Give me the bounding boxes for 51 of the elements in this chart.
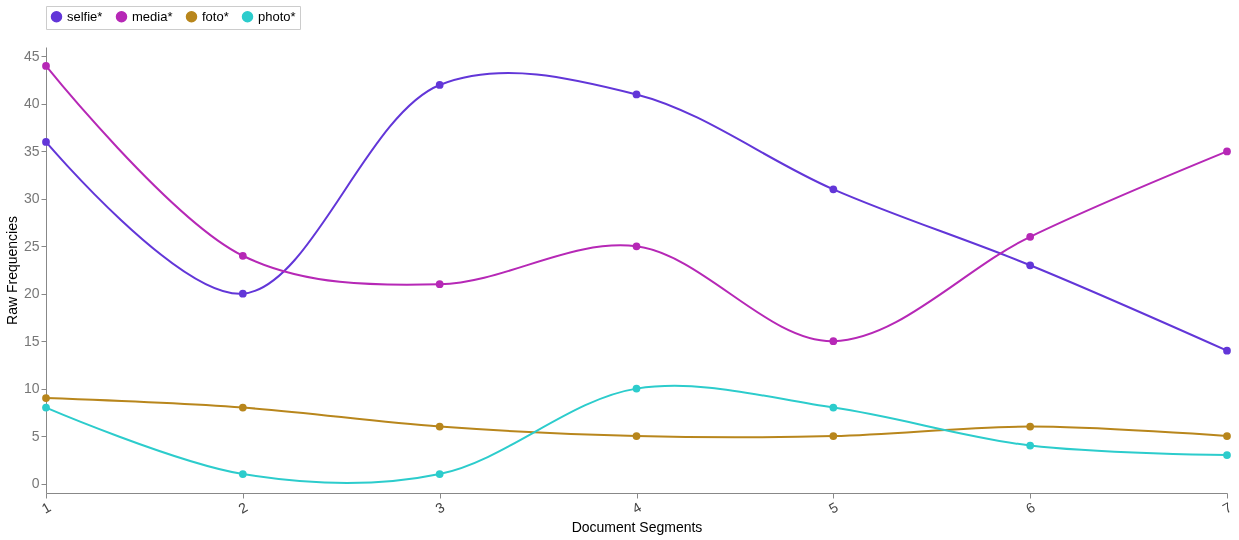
point [1026, 261, 1035, 270]
legend-label: selfie* [67, 8, 103, 24]
y-tick-label: 5 [31, 427, 40, 444]
point [829, 185, 838, 194]
point [1223, 147, 1231, 156]
point [435, 470, 444, 478]
x-tick-label: 6 [1022, 498, 1038, 517]
x-tick-label: 1 [38, 498, 54, 517]
point [42, 394, 50, 402]
y-tick-label: 0 [31, 475, 40, 492]
point [632, 384, 641, 393]
y-tick-label: 30 [23, 190, 40, 207]
point [829, 403, 838, 412]
point [1223, 451, 1231, 459]
x-tick-label: 4 [629, 498, 645, 517]
point [632, 432, 641, 440]
point [42, 62, 50, 70]
legend-label: media* [132, 8, 173, 24]
y-tick-label: 40 [23, 95, 40, 112]
x-tick-label: 5 [826, 498, 842, 517]
point [435, 422, 444, 431]
y-tick-label: 20 [23, 285, 40, 302]
point [42, 403, 50, 412]
legend-label: foto* [202, 8, 229, 24]
x-tick-label: 7 [1219, 498, 1235, 517]
point [435, 280, 444, 289]
point [238, 470, 247, 478]
point [238, 251, 247, 260]
y-tick-label: 25 [23, 237, 40, 254]
point [1026, 441, 1035, 450]
point [1223, 346, 1231, 355]
point [1223, 432, 1231, 440]
legend-label: photo* [258, 8, 296, 24]
point [632, 90, 641, 99]
point [435, 81, 444, 89]
point [1026, 422, 1035, 431]
point [238, 289, 247, 298]
point [632, 242, 641, 251]
x-axis-title: Document Segments [571, 518, 703, 535]
point [1026, 232, 1035, 241]
y-tick-label: 15 [23, 332, 40, 349]
x-tick-label: 2 [235, 498, 251, 517]
y-axis-title: Raw Frequencies [3, 216, 20, 325]
point [829, 432, 838, 440]
y-tick-label: 35 [23, 142, 40, 159]
point [42, 138, 50, 146]
point [238, 403, 247, 412]
y-tick-label: 45 [23, 47, 40, 64]
point [829, 337, 838, 346]
x-tick-label: 3 [432, 498, 448, 517]
y-tick-label: 10 [23, 380, 40, 397]
